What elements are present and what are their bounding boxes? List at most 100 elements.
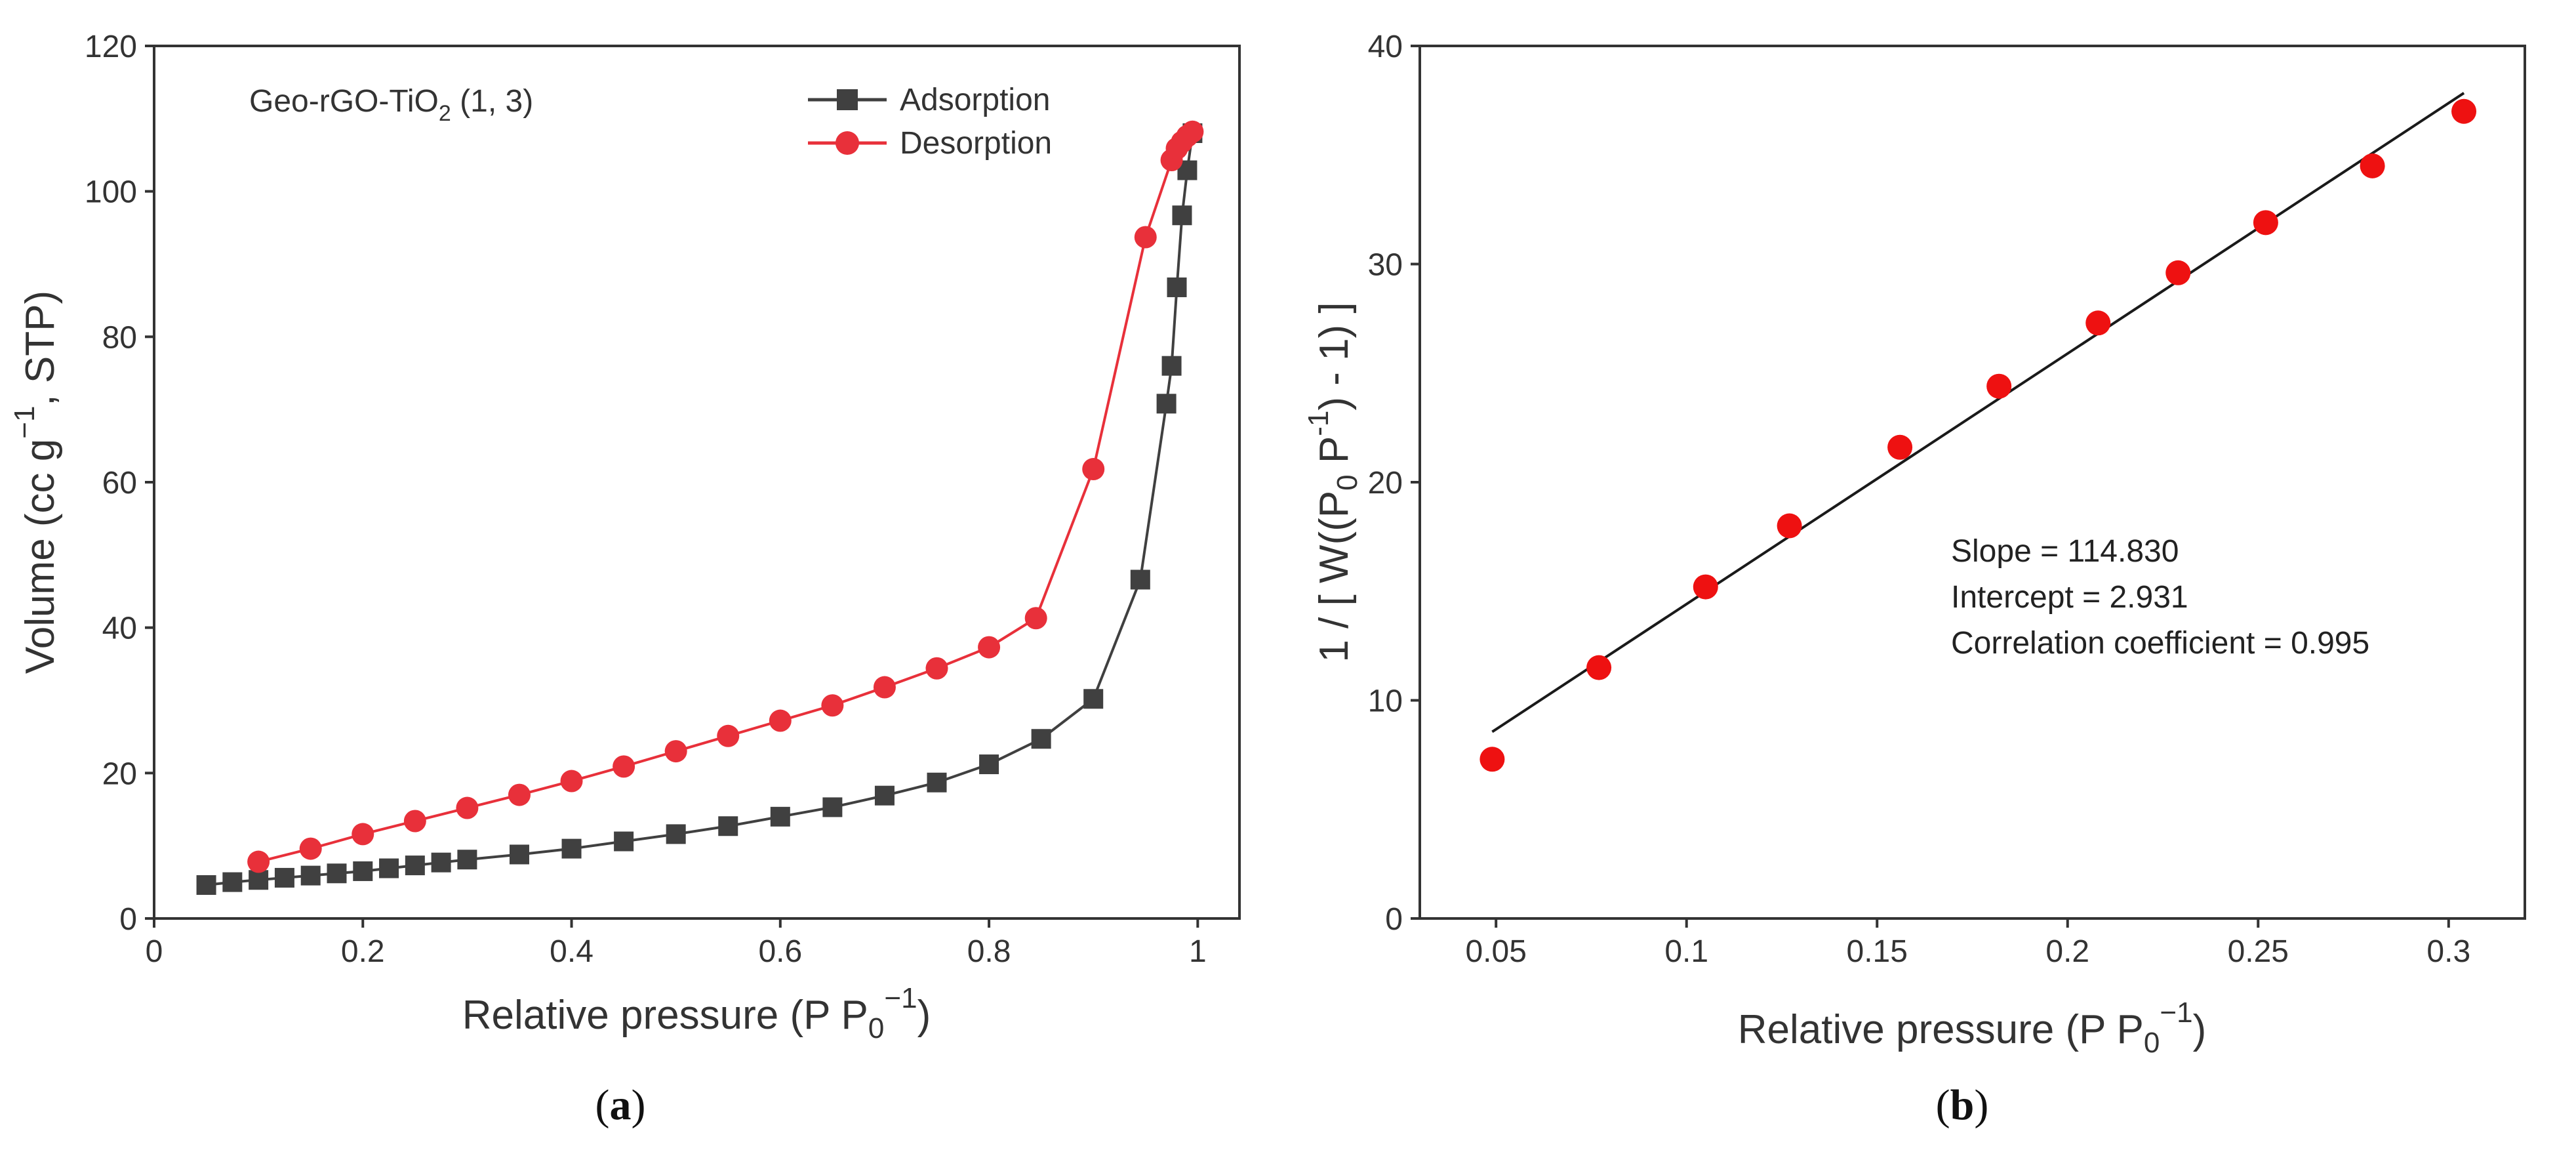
data-point-desorption <box>299 837 322 860</box>
data-point-data <box>1986 373 2012 399</box>
data-point-desorption <box>247 850 270 873</box>
data-point-adsorption <box>1083 689 1104 709</box>
data-point-adsorption <box>509 844 529 865</box>
data-point-data <box>1777 513 1802 539</box>
y-tick-label: 100 <box>85 175 137 210</box>
data-point-adsorption <box>379 858 399 878</box>
data-point-adsorption <box>249 870 269 890</box>
annotation-correlation: Correlation coefficient = 0.995 <box>1951 626 2369 661</box>
x-tick-label: 0.2 <box>341 934 385 969</box>
data-point-adsorption <box>874 785 895 806</box>
x-tick-label: 0.3 <box>2426 934 2470 969</box>
data-point-adsorption <box>979 754 999 775</box>
panel-b: 0.05 0.1 0.15 0.2 0.25 0.3 0 10 20 30 40 Slope = … <box>1302 30 2526 1129</box>
data-point-desorption <box>821 694 844 717</box>
data-point-data <box>2451 98 2477 124</box>
y-tick-label: 40 <box>102 611 137 646</box>
data-point-data <box>2360 153 2385 178</box>
chart-title-a: Geo-rGO-TiO2 (1, 3) <box>249 84 533 126</box>
series-line-desorption <box>258 131 1194 863</box>
x-tick-label: 0.1 <box>1664 934 1708 969</box>
y-tick-label: 10 <box>1368 684 1403 719</box>
x-tick-label: 0.6 <box>758 934 802 969</box>
data-point-adsorption <box>927 772 947 793</box>
data-point-data <box>1586 655 1612 680</box>
fit-line-group <box>1491 92 2465 733</box>
legend-label-desorption: Desorption <box>900 126 1052 161</box>
data-point-adsorption <box>196 875 216 896</box>
data-point-adsorption <box>1161 356 1182 376</box>
series-a <box>196 120 1204 896</box>
annotation-intercept: Intercept = 2.931 <box>1951 580 2188 615</box>
legend-marker-adsorption <box>837 89 858 110</box>
data-point-adsorption <box>1130 569 1150 590</box>
x-tick-label: 1 <box>1189 934 1207 969</box>
y-tick-label: 0 <box>119 902 137 937</box>
y-ticks-a: 0 20 40 60 80 100 120 <box>85 30 154 937</box>
data-point-adsorption <box>1031 729 1051 749</box>
data-point-data <box>2085 310 2111 336</box>
x-tick-label: 0.25 <box>2228 934 2289 969</box>
x-tick-label: 0 <box>146 934 163 969</box>
x-ticks-a: 0 0.2 0.4 0.6 0.8 1 <box>146 918 1207 969</box>
data-point-desorption <box>769 709 792 732</box>
data-point-desorption <box>352 823 374 846</box>
x-axis-label-a: Relative pressure (P P0−1) <box>462 982 931 1044</box>
x-axis-label-b: Relative pressure (P P0−1) <box>1738 997 2206 1059</box>
legend-marker-desorption <box>835 131 859 155</box>
y-tick-label: 40 <box>1368 30 1403 64</box>
series-b <box>1479 98 2477 772</box>
data-point-desorption <box>1134 226 1157 249</box>
x-tick-label: 0.15 <box>1847 934 1908 969</box>
y-tick-label: 20 <box>102 756 137 791</box>
y-tick-label: 80 <box>102 320 137 355</box>
x-tick-label: 0.05 <box>1465 934 1526 969</box>
y-tick-label: 0 <box>1385 902 1403 937</box>
x-ticks-b: 0.05 0.1 0.15 0.2 0.25 0.3 <box>1465 918 2470 969</box>
series-line-adsorption <box>206 133 1194 887</box>
data-point-desorption <box>664 740 687 763</box>
data-point-adsorption <box>222 872 243 892</box>
data-point-adsorption <box>274 867 294 888</box>
data-point-desorption <box>456 796 479 819</box>
data-point-desorption <box>1181 120 1204 143</box>
data-point-adsorption <box>1172 205 1192 226</box>
y-axis-label-b: 1 / [ W((P0 P-1) - 1) ] <box>1302 302 1363 662</box>
data-point-adsorption <box>561 838 582 859</box>
data-point-data <box>2253 210 2278 236</box>
y-tick-label: 120 <box>85 30 137 64</box>
data-point-desorption <box>1082 458 1105 481</box>
data-point-adsorption <box>770 806 790 827</box>
fit-line <box>1491 92 2465 733</box>
data-point-desorption <box>925 657 948 680</box>
data-point-desorption <box>403 810 426 833</box>
data-point-data <box>2165 260 2191 285</box>
x-tick-label: 0.8 <box>967 934 1011 969</box>
y-axis-label-a: Volume (cc g−1, STP) <box>9 291 63 674</box>
panel-caption-b: (b) <box>1936 1081 1989 1129</box>
data-point-data <box>1887 434 1913 460</box>
data-point-data <box>1693 574 1718 600</box>
x-tick-label: 0.4 <box>550 934 594 969</box>
panel-caption-a: (a) <box>595 1081 646 1129</box>
legend-a: Adsorption Desorption <box>808 83 1052 161</box>
x-tick-label: 0.2 <box>2045 934 2089 969</box>
data-point-desorption <box>978 636 1001 659</box>
panel-a: 0 0.2 0.4 0.6 0.8 1 0 20 40 60 80 100 120 Geo-rGO-T… <box>9 30 1241 1129</box>
legend-label-adsorption: Adsorption <box>900 83 1050 117</box>
y-ticks-b: 0 10 20 30 40 <box>1368 30 1420 937</box>
data-point-adsorption <box>822 797 843 817</box>
data-point-desorption <box>613 755 635 778</box>
plot-frame-a <box>153 45 1241 920</box>
annotation-slope: Slope = 114.830 <box>1951 534 2179 569</box>
data-point-adsorption <box>1156 394 1177 414</box>
y-tick-label: 20 <box>1368 466 1403 501</box>
data-point-adsorption <box>353 861 373 881</box>
plot-frame-b <box>1419 45 2526 920</box>
y-tick-label: 30 <box>1368 248 1403 283</box>
data-point-desorption <box>873 676 896 699</box>
data-point-data <box>1479 747 1505 772</box>
data-point-adsorption <box>614 831 634 852</box>
data-point-desorption <box>560 770 583 793</box>
